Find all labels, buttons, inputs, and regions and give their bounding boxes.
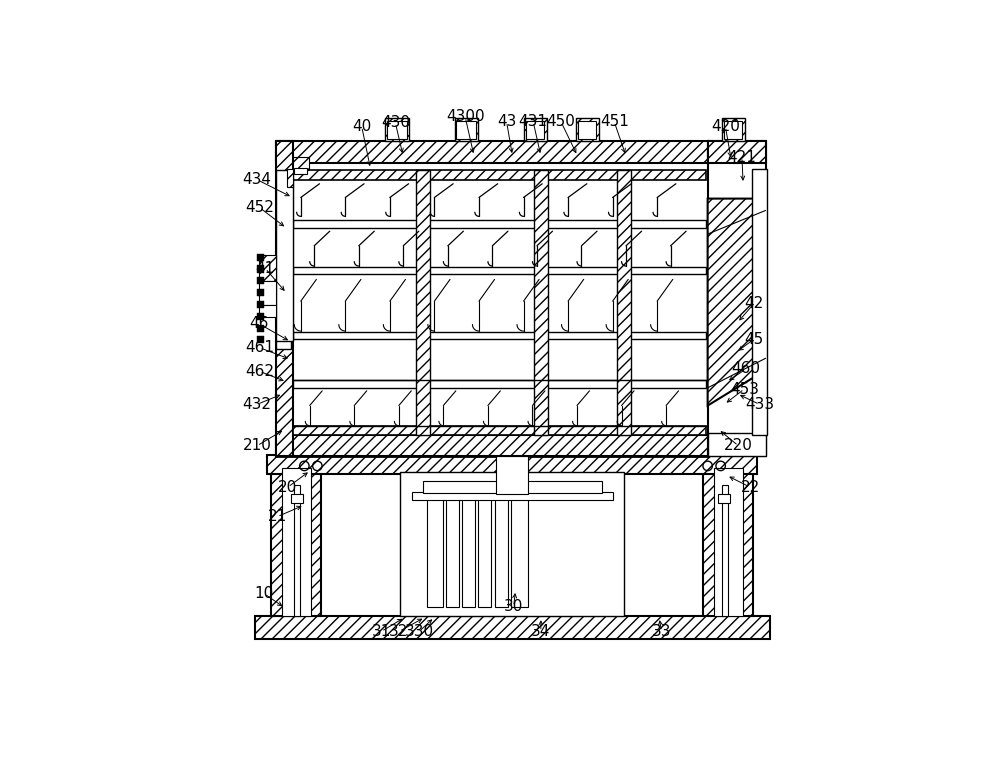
Bar (724, 121, 742, 139)
Bar (294, 485, 300, 615)
Bar (718, 495, 730, 503)
Bar (578, 121, 596, 139)
Bar (703, 468, 753, 615)
Bar (293, 220, 706, 228)
Text: 450: 450 (547, 114, 575, 129)
Text: 10: 10 (255, 586, 274, 601)
Bar (423, 482, 602, 493)
Bar (446, 492, 459, 607)
Text: 462: 462 (245, 364, 274, 379)
Text: 20: 20 (278, 480, 297, 495)
Text: 220: 220 (724, 439, 753, 453)
Text: 461: 461 (245, 340, 274, 355)
Bar (267, 455, 757, 474)
Bar (462, 492, 475, 607)
Bar (576, 118, 599, 141)
Bar (293, 379, 706, 388)
Text: 21: 21 (268, 509, 287, 525)
Bar (455, 118, 478, 141)
Text: 460: 460 (732, 362, 761, 376)
Bar (257, 289, 264, 296)
Text: 43: 43 (497, 114, 516, 129)
Text: 32: 32 (389, 624, 409, 639)
Bar (257, 325, 264, 332)
Bar (708, 433, 766, 456)
Bar (617, 170, 631, 435)
Bar (276, 141, 708, 456)
Bar (255, 615, 770, 639)
Bar (478, 492, 491, 607)
Text: 330: 330 (405, 624, 434, 639)
Bar (276, 170, 293, 340)
Bar (524, 118, 547, 141)
Bar (276, 141, 708, 163)
Bar (714, 468, 743, 615)
Bar (257, 253, 264, 260)
Text: 453: 453 (730, 382, 759, 396)
Text: 420: 420 (711, 119, 740, 134)
Bar (259, 255, 276, 281)
Text: 22: 22 (741, 480, 760, 495)
Bar (456, 121, 476, 139)
Bar (293, 157, 309, 170)
Bar (293, 425, 706, 435)
Bar (271, 468, 321, 615)
Text: 41: 41 (256, 261, 275, 276)
Text: 42: 42 (744, 296, 763, 311)
Bar (752, 169, 767, 435)
Text: 4300: 4300 (446, 110, 485, 124)
Bar (294, 168, 307, 174)
Text: 430: 430 (381, 115, 410, 131)
Text: 432: 432 (243, 397, 272, 412)
Bar (259, 281, 276, 305)
Bar (385, 118, 409, 141)
Text: 451: 451 (600, 114, 629, 129)
Bar (276, 141, 293, 456)
Bar (257, 313, 264, 319)
Bar (534, 170, 548, 435)
Text: 434: 434 (243, 172, 272, 187)
Bar (293, 267, 706, 274)
Bar (276, 435, 708, 456)
Text: 433: 433 (745, 397, 774, 412)
Bar (257, 336, 264, 343)
Bar (722, 118, 745, 141)
Bar (257, 301, 264, 308)
Bar (722, 485, 728, 615)
Text: 40: 40 (352, 119, 371, 134)
Text: 431: 431 (519, 114, 548, 129)
Text: 34: 34 (531, 624, 551, 639)
Text: 421: 421 (728, 150, 756, 164)
Bar (257, 266, 264, 273)
Bar (427, 492, 443, 607)
Bar (495, 492, 508, 607)
Text: 45: 45 (744, 332, 763, 347)
Bar (291, 495, 303, 503)
Bar (276, 196, 291, 349)
Polygon shape (287, 169, 293, 187)
Bar (511, 492, 528, 607)
Bar (412, 492, 613, 500)
Text: 46: 46 (250, 316, 269, 332)
Bar (282, 468, 311, 615)
Bar (708, 141, 766, 163)
Polygon shape (708, 199, 766, 406)
Text: 31: 31 (372, 624, 391, 639)
Text: 30: 30 (504, 599, 523, 614)
Bar (416, 170, 430, 435)
Bar (259, 305, 276, 317)
Text: 452: 452 (245, 200, 274, 215)
Text: 210: 210 (243, 439, 271, 453)
Bar (293, 170, 706, 180)
Bar (293, 333, 706, 339)
Bar (400, 472, 624, 615)
Bar (708, 141, 766, 456)
Bar (257, 277, 264, 284)
Bar (387, 121, 407, 139)
Bar (526, 121, 544, 139)
Bar (496, 456, 528, 495)
Text: 33: 33 (652, 624, 671, 639)
